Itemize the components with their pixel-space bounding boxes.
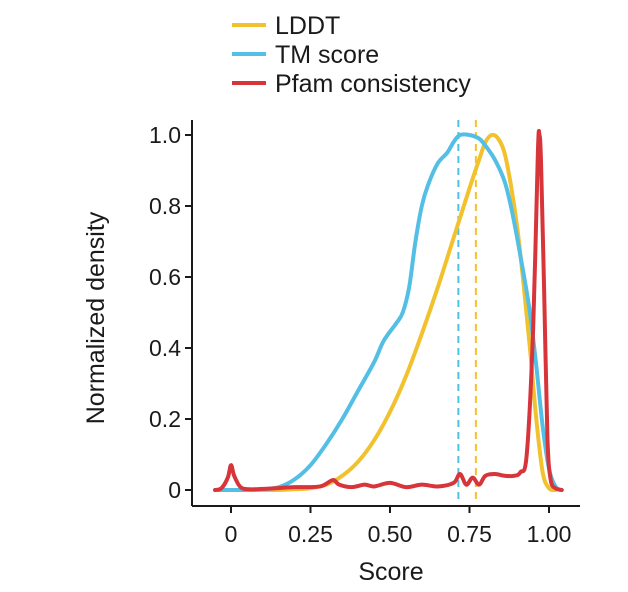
x-tick-label: 1.00 [527, 521, 572, 547]
x-tick-label: 0 [225, 521, 238, 547]
y-tick-label: 0 [168, 477, 181, 503]
y-tick-label: 0.4 [149, 335, 181, 361]
series-line-pfam-consistency [213, 129, 564, 492]
series-lines [213, 129, 564, 493]
series-line-tm-score [213, 132, 564, 493]
y-axis-title: Normalized density [82, 211, 110, 424]
x-tick-label: 0.50 [368, 521, 413, 547]
y-tick-label: 0.2 [149, 406, 181, 432]
legend-label-pfam-consistency: Pfam consistency [275, 70, 471, 98]
mean-lines [457, 120, 477, 504]
y-tick-label: 1.0 [149, 122, 181, 148]
series-line-lddt [213, 132, 558, 493]
x-tick-label: 0.25 [288, 521, 333, 547]
y-tick-label: 0.8 [149, 193, 181, 219]
y-tick-label: 0.6 [149, 264, 181, 290]
x-axis-title: Score [358, 558, 423, 586]
legend-label-tm-score: TM score [275, 41, 379, 69]
x-tick-label: 0.75 [447, 521, 492, 547]
axes: 00.20.40.60.81.00 0.25 0.50 0.75 1.00 [149, 120, 580, 547]
legend-label-lddt: LDDT [275, 12, 340, 40]
